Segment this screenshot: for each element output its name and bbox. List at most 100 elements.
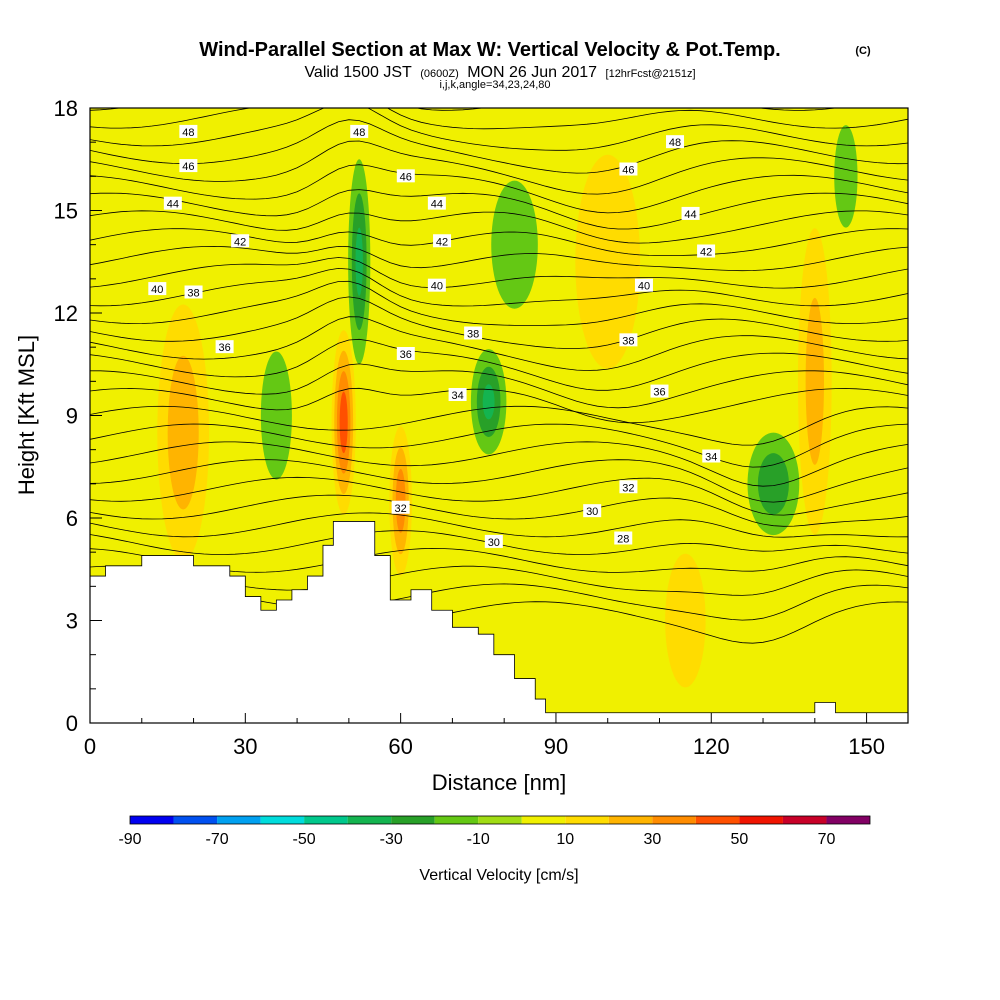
contour-label: 38: [184, 285, 203, 300]
contour-label-text: 28: [617, 534, 629, 546]
colorbar-cell: [130, 816, 174, 824]
x-axis-title: Distance [nm]: [432, 770, 567, 795]
theta-line: [90, 363, 908, 409]
subtitle-forecast: [12hrFcst@2151z]: [606, 68, 696, 80]
colorbar-cell: [260, 816, 305, 824]
theta-line: [90, 245, 908, 272]
y-tick-label: 15: [54, 199, 78, 224]
contour-label: 28: [614, 531, 633, 546]
contour-label: 44: [427, 196, 446, 211]
contour-label: 48: [666, 135, 685, 149]
theta-line: [90, 441, 908, 487]
contour-label: 30: [484, 534, 503, 549]
contour-label-text: 36: [218, 342, 230, 354]
colorbar-cell: [565, 816, 609, 824]
theta-line: [90, 316, 908, 371]
w-band-10-20: [757, 453, 789, 515]
contour-label-text: 42: [700, 247, 712, 259]
contour-labels: 48 46 44 42 40 38 36 48 46 44 42 40 38 36 34 32 30 48 46 44…: [148, 124, 721, 549]
contour-label-text: 44: [431, 199, 443, 211]
contour-label-text: 42: [436, 236, 448, 248]
contour-label: 36: [215, 340, 234, 354]
theta-line: [90, 108, 908, 151]
theta-line: [90, 387, 908, 424]
contour-label: 32: [391, 500, 410, 515]
colorbar-cell: [347, 816, 392, 824]
theta-line: [90, 476, 908, 516]
contour-label: 34: [448, 388, 467, 402]
subtitle-valid: Valid 1500 JST: [304, 64, 412, 81]
contour-label: 38: [619, 333, 638, 347]
contour-label-text: 38: [467, 329, 479, 341]
theta-line: [90, 267, 908, 307]
x-tick-label: 150: [848, 734, 885, 759]
contour-label: 32: [619, 480, 638, 494]
terrain: [90, 521, 908, 723]
contour-label-text: 44: [684, 209, 696, 221]
contour-label-text: 40: [431, 281, 443, 293]
x-tick-label: 0: [84, 734, 96, 759]
colorbar-cell: [217, 816, 261, 824]
chart-title-tag: (C): [855, 45, 871, 57]
contour-label-text: 46: [622, 165, 634, 177]
colorbar-cell: [173, 816, 218, 824]
contour-label: 46: [396, 169, 415, 183]
y-tick-label: 0: [66, 711, 78, 736]
colorbar-label: -50: [293, 831, 316, 848]
colorbar-cell: [826, 816, 870, 824]
w-band-1-20: [167, 355, 199, 510]
y-tick-label: 9: [66, 404, 78, 429]
colorbar-cell: [782, 816, 827, 824]
w-band-8-10: [575, 154, 641, 369]
grid-info: i,j,k,angle=34,23,24,80: [439, 79, 550, 91]
y-tick-label: 6: [66, 506, 78, 531]
y-axis-title: Height [Kft MSL]: [14, 335, 39, 495]
contour-label: 44: [681, 206, 700, 221]
subtitle-date: MON 26 Jun 2017: [467, 64, 597, 81]
contour-label-text: 32: [395, 503, 407, 515]
contour-label: 42: [697, 244, 716, 259]
theta-line: [90, 108, 839, 111]
contour-label-text: 46: [400, 171, 412, 183]
colorbar-frame: [129, 815, 871, 825]
x-tick-label: 30: [233, 734, 257, 759]
y-tick-label: 18: [54, 96, 78, 121]
colorbar-cell: [652, 816, 696, 824]
contour-label: 42: [433, 234, 452, 248]
w-band-11-20: [805, 297, 825, 465]
colorbar-label: 50: [731, 831, 749, 848]
theta-line: [90, 140, 908, 195]
contour-label-text: 40: [151, 284, 163, 296]
colorbar-label: 70: [818, 831, 836, 848]
contour-label-text: 36: [400, 349, 412, 361]
colorbar-cell: [304, 816, 348, 824]
contour-label-text: 42: [234, 236, 246, 248]
contour-label: 40: [427, 278, 446, 293]
contour-label-text: 36: [653, 387, 665, 399]
colorbar-label: -90: [118, 831, 141, 848]
theta-line: [90, 280, 908, 326]
contour-label-text: 38: [187, 288, 199, 300]
colorbar-cell: [391, 816, 435, 824]
colorbar-cell: [608, 816, 653, 824]
contour-label-text: 46: [182, 161, 194, 173]
potential-temperature-contours: [90, 108, 908, 644]
contour-label: 40: [148, 282, 167, 296]
theta-line: [90, 459, 908, 503]
contour-label: 44: [163, 196, 182, 211]
w-band-9-10: [665, 553, 706, 688]
colorbar-cell: [521, 816, 566, 824]
theta-line: [90, 228, 908, 256]
w-band-6-30: [482, 384, 495, 420]
theta-line: [90, 108, 908, 130]
contour-label: 48: [350, 124, 369, 139]
theta-line: [90, 189, 908, 230]
contour-label-text: 30: [488, 537, 500, 549]
contour-label-text: 34: [705, 452, 717, 464]
w-band-13-10: [834, 125, 858, 228]
w-band-3-40: [339, 391, 348, 454]
theta-line: [90, 257, 908, 289]
colorbar-cell: [695, 816, 740, 824]
colorbar-cell: [478, 816, 522, 824]
contour-label: 34: [702, 449, 721, 464]
